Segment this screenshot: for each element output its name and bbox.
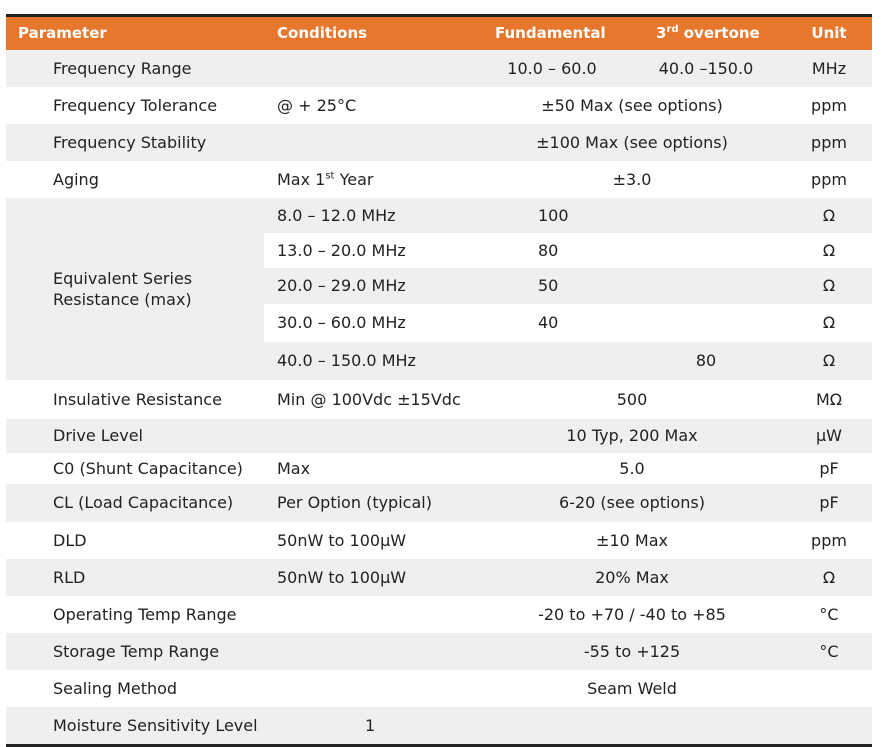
spec-value: 6-20 (see options) xyxy=(559,493,705,512)
unit-value: Ω xyxy=(822,276,836,295)
param-label: RLD xyxy=(53,568,86,587)
header-parameter: Parameter xyxy=(18,24,107,42)
unit-value: Ω xyxy=(822,568,836,587)
unit-value: ppm xyxy=(811,133,847,152)
table-top-rule xyxy=(6,14,872,17)
table-row-sealing-method: Sealing Method Seam Weld xyxy=(6,670,872,707)
spec-value: ±10 Max xyxy=(596,531,668,550)
table-row-frequency-stability: Frequency Stability ±100 Max (see option… xyxy=(6,124,872,161)
param-label: Frequency Stability xyxy=(53,133,207,152)
table-row-esr-group: Equivalent Series Resistance (max) 8.0 –… xyxy=(6,198,872,380)
condition-value: 50nW to 100µW xyxy=(277,531,407,550)
table-row-drive-level: Drive Level 10 Typ, 200 Max µW xyxy=(6,419,872,453)
spec-value: -55 to +125 xyxy=(583,642,681,661)
condition-value: 13.0 – 20.0 MHz xyxy=(277,241,406,260)
param-label: Aging xyxy=(53,170,99,189)
unit-value: Ω xyxy=(822,351,836,370)
table-row-frequency-range: Frequency Range 10.0 – 60.0 40.0 –150.0 … xyxy=(6,50,872,87)
condition-value: 40.0 – 150.0 MHz xyxy=(277,351,416,370)
spec-value: 1 xyxy=(365,716,376,735)
esr-subrow: 30.0 – 60.0 MHz 40 Ω xyxy=(264,304,872,342)
overtone-value: 40.0 –150.0 xyxy=(658,59,754,78)
table-row-operating-temp: Operating Temp Range -20 to +70 / -40 to… xyxy=(6,596,872,633)
param-label: Sealing Method xyxy=(53,679,178,698)
table-row-aging: Aging Max 1st Year ±3.0 ppm xyxy=(6,161,872,198)
header-overtone: 3rd overtone xyxy=(656,24,760,42)
spec-value: 20% Max xyxy=(595,568,669,587)
condition-value: 50nW to 100µW xyxy=(277,568,407,587)
table-row-cl: CL (Load Capacitance) Per Option (typica… xyxy=(6,484,872,522)
table-row-msl: Moisture Sensitivity Level 1 xyxy=(6,707,872,744)
fundamental-value: 10.0 – 60.0 xyxy=(507,59,597,78)
param-label: Equivalent Series Resistance (max) xyxy=(53,269,193,309)
condition-value: 8.0 – 12.0 MHz xyxy=(277,206,396,225)
esr-value: 80 xyxy=(538,241,559,260)
table-header: Parameter Conditions Fundamental 3rd ove… xyxy=(6,17,872,50)
condition-value: Max xyxy=(277,459,311,478)
spec-value: ±100 Max (see options) xyxy=(536,133,728,152)
table-bottom-rule xyxy=(6,744,872,747)
table-row-frequency-tolerance: Frequency Tolerance @ + 25°C ±50 Max (se… xyxy=(6,87,872,124)
condition-value: Min @ 100Vdc ±15Vdc xyxy=(277,390,461,409)
condition-value: Max 1st Year xyxy=(277,170,374,189)
param-label: Operating Temp Range xyxy=(53,605,237,624)
unit-value: ppm xyxy=(811,531,847,550)
spec-value: ±50 Max (see options) xyxy=(541,96,723,115)
table-row-rld: RLD 50nW to 100µW 20% Max Ω xyxy=(6,559,872,596)
param-label: Drive Level xyxy=(53,426,143,445)
unit-value: pF xyxy=(819,459,839,478)
unit-value: Ω xyxy=(822,206,836,225)
param-label: Moisture Sensitivity Level xyxy=(53,716,258,735)
param-label: Storage Temp Range xyxy=(53,642,220,661)
condition-value: 20.0 – 29.0 MHz xyxy=(277,276,406,295)
param-label: DLD xyxy=(53,531,87,550)
header-unit: Unit xyxy=(811,24,847,42)
table-row-dld: DLD 50nW to 100µW ±10 Max ppm xyxy=(6,522,872,559)
param-label: Frequency Tolerance xyxy=(53,96,218,115)
table-row-insulative-resistance: Insulative Resistance Min @ 100Vdc ±15Vd… xyxy=(6,380,872,419)
header-fundamental: Fundamental xyxy=(495,24,606,42)
spec-value: ±3.0 xyxy=(612,170,652,189)
esr-value: 80 xyxy=(695,351,717,370)
table-row-storage-temp: Storage Temp Range -55 to +125 °C xyxy=(6,633,872,670)
unit-value: pF xyxy=(819,493,839,512)
unit-value: °C xyxy=(819,642,839,661)
unit-value: MHz xyxy=(811,59,847,78)
unit-value: ppm xyxy=(811,96,847,115)
spec-table: Parameter Conditions Fundamental 3rd ove… xyxy=(6,14,872,747)
esr-value: 100 xyxy=(538,206,569,225)
esr-value: 40 xyxy=(538,313,559,332)
unit-value: ppm xyxy=(811,170,847,189)
condition-value: Per Option (typical) xyxy=(277,493,432,512)
unit-value: Ω xyxy=(822,313,836,332)
param-label: CL (Load Capacitance) xyxy=(53,493,234,512)
header-conditions: Conditions xyxy=(277,24,368,42)
param-label: Insulative Resistance xyxy=(53,390,222,409)
spec-value: 10 Typ, 200 Max xyxy=(566,426,698,445)
esr-value: 50 xyxy=(538,276,559,295)
unit-value: MΩ xyxy=(815,390,843,409)
unit-value: Ω xyxy=(822,241,836,260)
esr-subrow: 13.0 – 20.0 MHz 80 Ω xyxy=(264,233,872,268)
unit-value: µW xyxy=(816,426,842,445)
esr-subrow: 40.0 – 150.0 MHz 80 Ω xyxy=(264,342,872,380)
condition-value: 30.0 – 60.0 MHz xyxy=(277,313,406,332)
param-label: C0 (Shunt Capacitance) xyxy=(53,459,243,478)
spec-value: 5.0 xyxy=(619,459,645,478)
spec-value: -20 to +70 / -40 to +85 xyxy=(538,605,726,624)
esr-label-cell: Equivalent Series Resistance (max) xyxy=(6,198,264,380)
esr-subrow: 8.0 – 12.0 MHz 100 Ω xyxy=(264,198,872,233)
table-row-c0: C0 (Shunt Capacitance) Max 5.0 pF xyxy=(6,453,872,484)
spec-value: 500 xyxy=(616,390,648,409)
unit-value: °C xyxy=(819,605,839,624)
esr-subrow: 20.0 – 29.0 MHz 50 Ω xyxy=(264,268,872,304)
param-label: Frequency Range xyxy=(53,59,192,78)
spec-value: Seam Weld xyxy=(587,679,677,698)
condition-value: @ + 25°C xyxy=(277,96,357,115)
